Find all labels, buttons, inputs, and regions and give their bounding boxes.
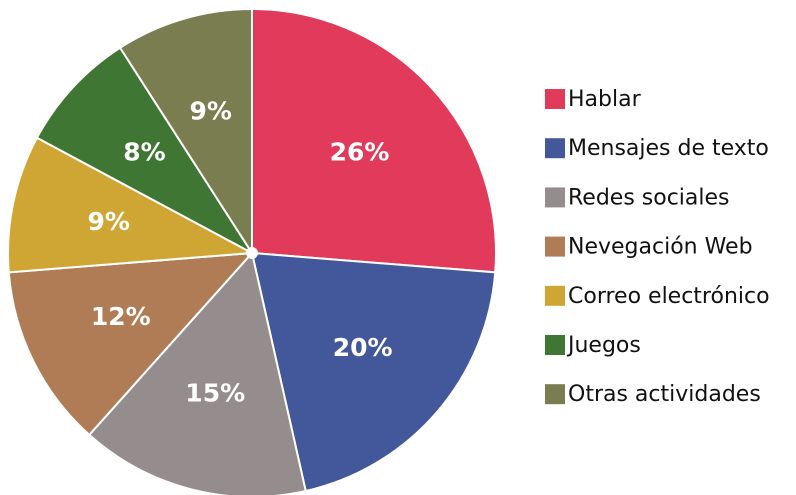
pie-slice [7, 136, 256, 274]
pie-slice [7, 251, 255, 437]
legend-swatch [545, 138, 565, 159]
slice-label: 26% [330, 138, 390, 167]
pie-slice [250, 251, 497, 493]
legend-label: Correo electrónico [568, 284, 770, 309]
legend-swatch [545, 384, 565, 405]
pie-slice [118, 7, 253, 257]
slice-label: 9% [190, 97, 232, 126]
legend-swatch [545, 187, 565, 208]
slice-label: 9% [87, 207, 129, 236]
legend-label: Nevegación Web [568, 235, 753, 260]
slice-label: 8% [123, 138, 165, 167]
legend-swatch [545, 89, 565, 109]
slice-label: 15% [185, 379, 245, 408]
legend-label: Juegos [566, 333, 641, 358]
center-dot [246, 247, 258, 259]
legend-label: Otras actividades [568, 382, 761, 407]
pie-slice [251, 7, 497, 274]
legend-label: Hablar [568, 87, 642, 112]
legend-swatch [545, 285, 565, 306]
legend-label: Redes sociales [568, 185, 730, 210]
legend-swatch [545, 335, 565, 355]
slice-label: 20% [333, 333, 393, 362]
pie-slice [35, 46, 255, 256]
legend-swatch [545, 236, 565, 257]
legend-label: Mensajes de texto [568, 136, 769, 161]
slice-label: 12% [91, 302, 151, 331]
